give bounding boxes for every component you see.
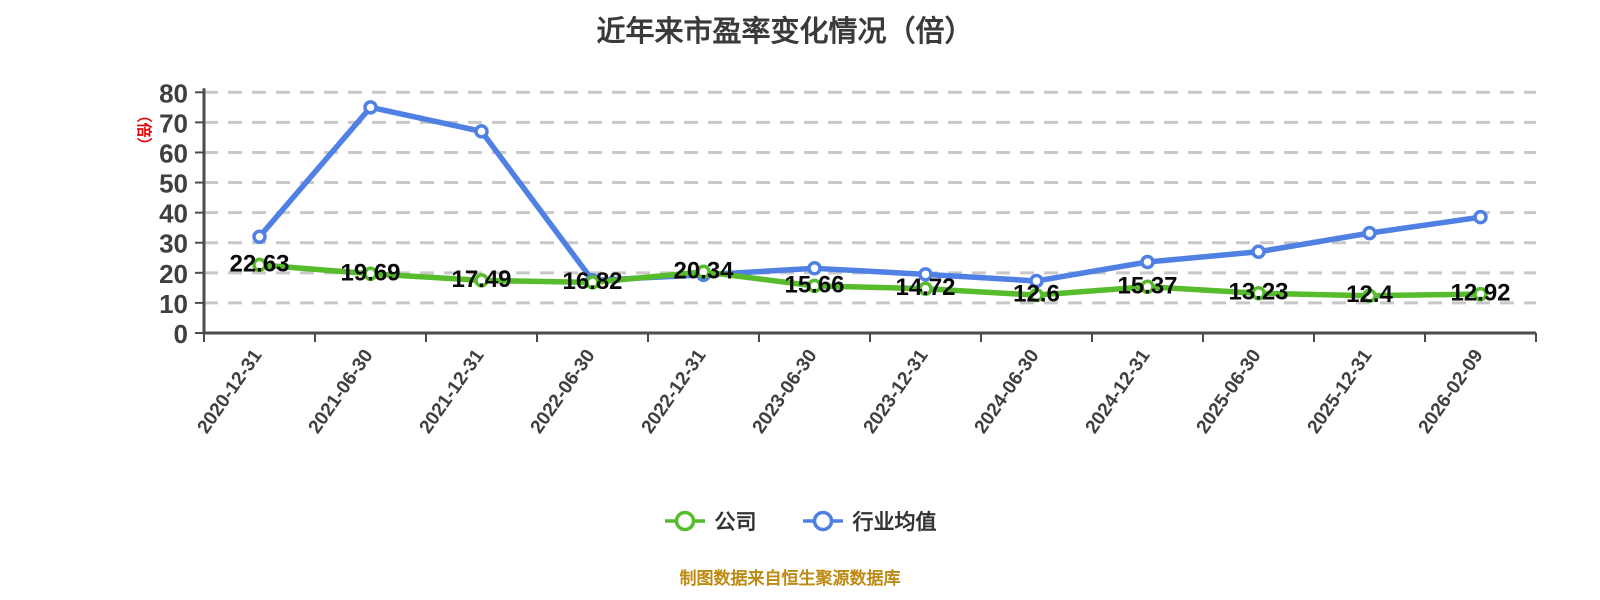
y-axis-tick-label: 10: [159, 289, 188, 319]
company-point[interactable]: [918, 281, 933, 296]
industry-average-point[interactable]: [1029, 273, 1044, 289]
y-axis-tick-label: 40: [159, 199, 188, 229]
company-point[interactable]: [1362, 288, 1377, 303]
x-axis-label: 2022-12-31: [638, 345, 711, 437]
legend-item-industry-average[interactable]: 行业均值: [802, 506, 937, 536]
chart-title: 近年来市盈率变化情况（倍）: [596, 16, 974, 48]
company-value-label: 12.92: [1450, 280, 1510, 307]
company-value-label: 16.82: [562, 268, 622, 295]
company-value-label: 15.66: [784, 271, 844, 298]
industry-average-point[interactable]: [363, 100, 378, 115]
y-axis-tick-label: 20: [159, 259, 188, 289]
x-axis-label: 2021-06-30: [305, 346, 378, 438]
y-axis-tick-label: 50: [159, 169, 188, 199]
industry-average-point[interactable]: [807, 261, 822, 276]
x-axis-label: 2021-12-31: [416, 345, 489, 437]
legend-label-company: 公司: [714, 511, 757, 534]
y-axis-tick-label: 80: [159, 78, 188, 108]
y-axis-tick-label: 70: [159, 108, 188, 138]
x-axis-label: 2020-12-31: [194, 345, 267, 437]
industry-average-point[interactable]: [918, 267, 933, 282]
industry-average-line[interactable]: [256, 104, 1484, 284]
company-point[interactable]: [252, 257, 267, 273]
y-axis-tick-label: 30: [159, 229, 188, 259]
legend-label-industry-average: 行业均值: [852, 511, 937, 534]
company-point[interactable]: [1473, 286, 1488, 302]
company-point[interactable]: [696, 264, 711, 280]
legend: 公司 行业均值: [0, 506, 1600, 536]
company-value-label: 19.69: [340, 259, 400, 286]
company-value-label: 20.34: [673, 257, 734, 284]
company-point[interactable]: [1251, 285, 1266, 301]
x-axis-label: 2025-12-31: [1304, 345, 1377, 437]
company-value-label: 13.23: [1228, 279, 1288, 306]
x-axis-label: 2025-06-30: [1193, 346, 1266, 438]
industry-average-point[interactable]: [474, 124, 489, 139]
company-value-label: 12.4: [1346, 281, 1393, 308]
industry-average-point[interactable]: [1473, 209, 1488, 225]
y-axis-tick-label: 60: [159, 138, 188, 168]
industry-average-point[interactable]: [1362, 225, 1377, 241]
industry-average-point[interactable]: [252, 229, 267, 244]
company-point[interactable]: [807, 278, 822, 294]
x-axis-label: 2024-12-31: [1082, 345, 1155, 437]
company-value-label: 12.6: [1013, 281, 1060, 308]
company-point[interactable]: [1140, 279, 1155, 295]
company-value-label: 22.63: [229, 250, 289, 277]
legend-marker-industry-average-icon: [802, 510, 843, 532]
x-axis-label: 2024-06-30: [971, 346, 1044, 438]
company-point[interactable]: [474, 273, 489, 288]
company-line[interactable]: [256, 262, 1484, 299]
industry-average-point[interactable]: [1251, 244, 1266, 260]
x-axis-label: 2026-02-09: [1415, 346, 1488, 438]
industry-average-point[interactable]: [1140, 254, 1155, 270]
data-source-note: 制图数据来自恒生聚源数据库: [679, 569, 901, 588]
company-point[interactable]: [585, 275, 600, 290]
legend-item-company[interactable]: 公司: [664, 506, 757, 536]
company-value-label: 14.72: [895, 274, 955, 301]
x-axis-label: 2022-06-30: [527, 346, 600, 438]
x-axis-label: 2023-06-30: [749, 346, 822, 438]
legend-marker-company-icon: [664, 510, 705, 532]
company-point[interactable]: [363, 266, 378, 282]
company-value-label: 15.37: [1117, 272, 1177, 299]
company-point[interactable]: [1029, 287, 1044, 303]
x-axis-label: 2023-12-31: [860, 345, 933, 437]
y-axis-tick-label: 0: [174, 319, 188, 349]
company-value-label: 17.49: [451, 266, 511, 293]
